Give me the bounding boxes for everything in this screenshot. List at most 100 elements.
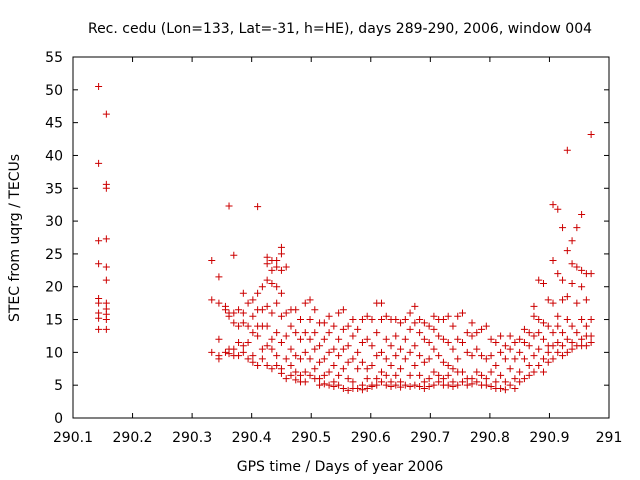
data-point — [320, 319, 328, 327]
data-point — [215, 273, 223, 281]
data-point — [249, 329, 257, 337]
data-point — [444, 312, 452, 320]
data-point — [287, 345, 295, 353]
data-point — [225, 312, 233, 320]
data-point — [311, 365, 319, 373]
data-point — [254, 361, 262, 369]
data-point — [473, 368, 481, 376]
data-point — [387, 342, 395, 350]
data-point — [544, 296, 552, 304]
y-tick-label: 20 — [45, 280, 63, 296]
data-point — [411, 302, 419, 310]
data-point — [287, 371, 295, 379]
data-point — [311, 345, 319, 353]
data-point — [325, 312, 333, 320]
data-point — [239, 348, 247, 356]
data-point — [335, 309, 343, 317]
y-tick-label: 10 — [45, 345, 63, 361]
data-point — [468, 352, 476, 360]
data-point — [473, 345, 481, 353]
data-point — [363, 375, 371, 383]
data-point — [292, 352, 300, 360]
data-point — [330, 345, 338, 353]
data-point — [349, 378, 357, 386]
data-point — [392, 381, 400, 389]
data-point — [258, 355, 266, 363]
data-point — [554, 348, 562, 356]
data-point — [292, 376, 300, 384]
data-point — [325, 348, 333, 356]
x-tick-label: 290.8 — [470, 430, 510, 446]
data-point — [463, 329, 471, 337]
data-point — [563, 293, 571, 301]
data-point — [301, 329, 309, 337]
data-point — [535, 329, 543, 337]
data-point — [397, 365, 405, 373]
data-point — [549, 299, 557, 307]
data-point — [287, 361, 295, 369]
data-point — [520, 355, 528, 363]
data-point — [525, 371, 533, 379]
data-point — [316, 342, 324, 350]
data-point — [235, 339, 243, 347]
data-point — [354, 348, 362, 356]
data-point — [320, 371, 328, 379]
data-point — [282, 375, 290, 383]
data-point — [458, 368, 466, 376]
data-point — [277, 312, 285, 320]
data-point — [354, 365, 362, 373]
x-tick-label: 290.6 — [351, 430, 391, 446]
data-point — [392, 316, 400, 324]
data-point — [263, 253, 271, 261]
data-point — [544, 348, 552, 356]
data-point — [582, 322, 590, 330]
data-point — [516, 348, 524, 356]
data-point — [292, 329, 300, 337]
data-point — [358, 339, 366, 347]
data-point — [316, 375, 324, 383]
x-axis-label: GPS time / Days of year 2006 — [237, 459, 444, 475]
data-point — [102, 316, 110, 324]
y-tick-label: 15 — [45, 313, 63, 329]
data-point — [325, 381, 333, 389]
data-point — [263, 276, 271, 284]
data-point — [444, 361, 452, 369]
data-point — [492, 361, 500, 369]
data-point — [435, 332, 443, 340]
data-point — [316, 381, 324, 389]
data-point — [102, 235, 110, 243]
data-point — [273, 299, 281, 307]
data-point — [582, 296, 590, 304]
data-point — [587, 332, 595, 340]
data-point — [468, 380, 476, 388]
data-point — [273, 329, 281, 337]
data-point — [539, 368, 547, 376]
data-point — [239, 309, 247, 317]
data-point — [382, 381, 390, 389]
data-point — [249, 352, 257, 360]
data-point — [525, 329, 533, 337]
data-point — [530, 352, 538, 360]
data-point — [444, 371, 452, 379]
data-point — [501, 378, 509, 386]
data-point — [463, 381, 471, 389]
data-point — [368, 382, 376, 390]
data-point — [239, 319, 247, 327]
data-point — [377, 299, 385, 307]
data-point — [387, 382, 395, 390]
data-point — [273, 263, 281, 271]
data-point — [363, 365, 371, 373]
x-tick-label: 290.7 — [410, 430, 450, 446]
data-point — [397, 383, 405, 391]
data-point — [549, 329, 557, 337]
data-point — [473, 329, 481, 337]
data-point — [411, 319, 419, 327]
data-point — [358, 358, 366, 366]
data-point — [335, 371, 343, 379]
data-point — [544, 358, 552, 366]
data-point — [463, 348, 471, 356]
data-point — [230, 319, 238, 327]
data-point — [573, 263, 581, 271]
data-point — [468, 332, 476, 340]
